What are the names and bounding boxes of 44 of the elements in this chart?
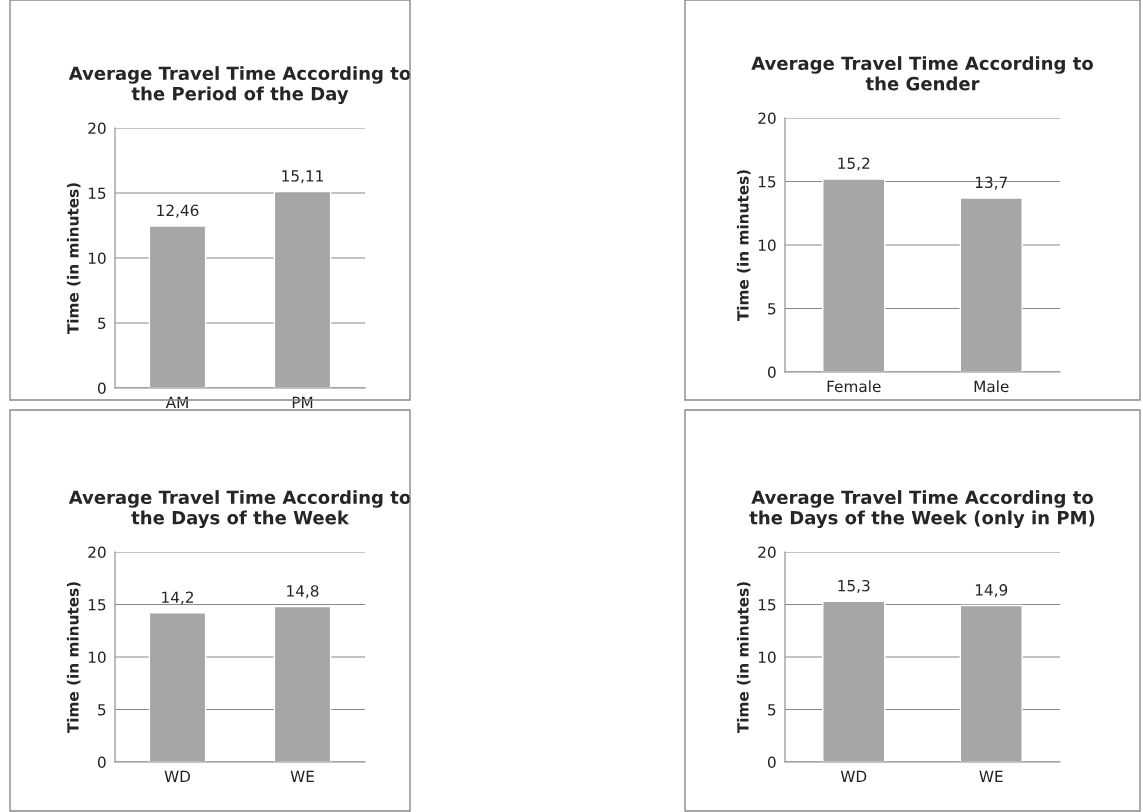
- y-tick-label: 10: [758, 651, 776, 664]
- y-axis-title: Time (in minutes): [66, 582, 81, 734]
- y-tick-label: 10: [88, 252, 106, 265]
- y-axis-title: Time (in minutes): [736, 582, 751, 734]
- x-tick-label: WE: [290, 770, 314, 782]
- y-tick-label: 20: [88, 122, 106, 135]
- y-tick-label: 15: [88, 599, 106, 611]
- data-label: 15,11: [282, 170, 323, 184]
- data-label: 12,46: [157, 204, 199, 218]
- data-label: 14,2: [162, 591, 193, 605]
- y-axis-title: Time (in minutes): [66, 183, 81, 335]
- x-tick-label: AM: [165, 396, 188, 408]
- y-tick-label: 0: [767, 756, 776, 769]
- x-tick-label: PM: [292, 396, 313, 408]
- chart-title: Average Travel Time According to the Days of the Week (only in PM): [749, 490, 1095, 529]
- y-tick-label: 5: [768, 704, 776, 716]
- chart-title: Average Travel Time According to the Gender: [751, 56, 1093, 91]
- y-tick-label: 15: [88, 187, 106, 200]
- y-tick-label: 15: [758, 599, 776, 611]
- chart-title: Average Travel Time According to the Period of the Day: [68, 66, 411, 105]
- y-tick-label: 0: [767, 366, 776, 379]
- data-label: 13,7: [975, 176, 1007, 190]
- y-tick-label: 20: [758, 112, 776, 125]
- y-tick-label: 5: [768, 303, 776, 315]
- y-tick-label: 20: [88, 546, 106, 559]
- x-tick-label: Male: [974, 380, 1009, 393]
- data-label: 14,9: [975, 584, 1008, 598]
- y-tick-label: 10: [88, 651, 106, 664]
- data-label: 15,2: [838, 157, 870, 171]
- y-tick-label: 20: [758, 546, 776, 559]
- x-tick-label: WD: [164, 770, 191, 782]
- y-axis-title: Time (in minutes): [736, 170, 751, 322]
- x-tick-label: WD: [840, 770, 867, 782]
- y-tick-label: 5: [98, 704, 106, 716]
- y-tick-label: 0: [97, 756, 106, 769]
- chart-title: Average Travel Time According to the Days of the Week: [68, 490, 411, 529]
- x-tick-label: Female: [827, 380, 881, 393]
- y-tick-label: 5: [98, 317, 106, 330]
- x-tick-label: WE: [979, 770, 1003, 782]
- data-label: 14,8: [287, 585, 319, 599]
- data-label: 15,3: [838, 579, 870, 593]
- y-tick-label: 10: [758, 239, 776, 252]
- y-tick-label: 15: [758, 176, 776, 188]
- y-tick-label: 0: [97, 382, 106, 395]
